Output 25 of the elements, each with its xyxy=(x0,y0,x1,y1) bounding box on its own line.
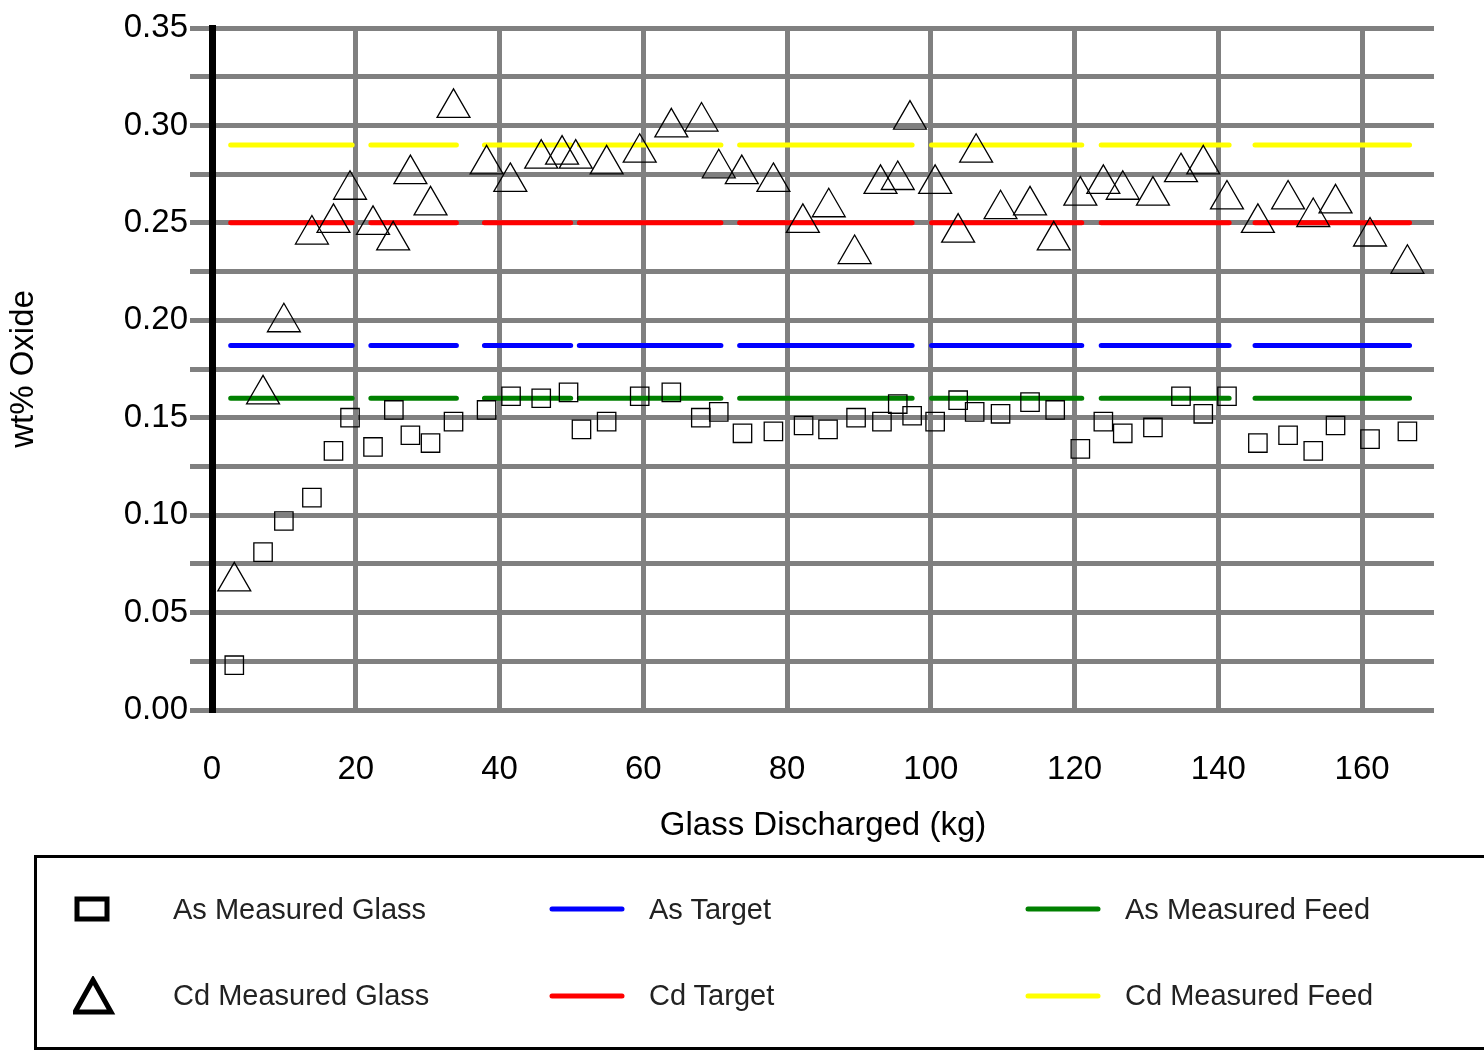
y-tick-label: 0.00 xyxy=(123,689,188,727)
legend-label: As Target xyxy=(649,892,771,926)
legend-label: Cd Measured Glass xyxy=(173,979,430,1013)
y-tick-label: 0.30 xyxy=(123,104,188,142)
x-tick-label: 40 xyxy=(481,748,518,786)
x-tick-label: 140 xyxy=(1190,748,1246,786)
x-tick-label: 20 xyxy=(337,748,375,786)
legend-label: Cd Measured Feed xyxy=(1125,979,1374,1013)
y-tick-label: 0.05 xyxy=(123,591,188,629)
x-tick-label: 100 xyxy=(903,748,959,786)
y-axis-title: wt% Oxide xyxy=(2,290,40,449)
y-tick-label: 0.20 xyxy=(123,299,188,337)
legend-label: As Measured Glass xyxy=(173,892,427,926)
y-tick-label: 0.15 xyxy=(123,396,188,434)
y-tick-label: 0.35 xyxy=(123,7,188,45)
y-tick-label: 0.10 xyxy=(123,494,188,532)
x-tick-label: 80 xyxy=(768,748,806,786)
x-tick-label: 60 xyxy=(624,748,662,786)
legend-label: Cd Target xyxy=(649,979,775,1013)
x-tick-label: 0 xyxy=(202,748,222,786)
legend-label: As Measured Feed xyxy=(1125,892,1371,926)
x-axis-title: Glass Discharged (kg) xyxy=(659,805,987,843)
x-tick-label: 120 xyxy=(1047,748,1103,786)
y-tick-label: 0.25 xyxy=(123,201,188,239)
x-tick-label: 160 xyxy=(1334,748,1390,786)
